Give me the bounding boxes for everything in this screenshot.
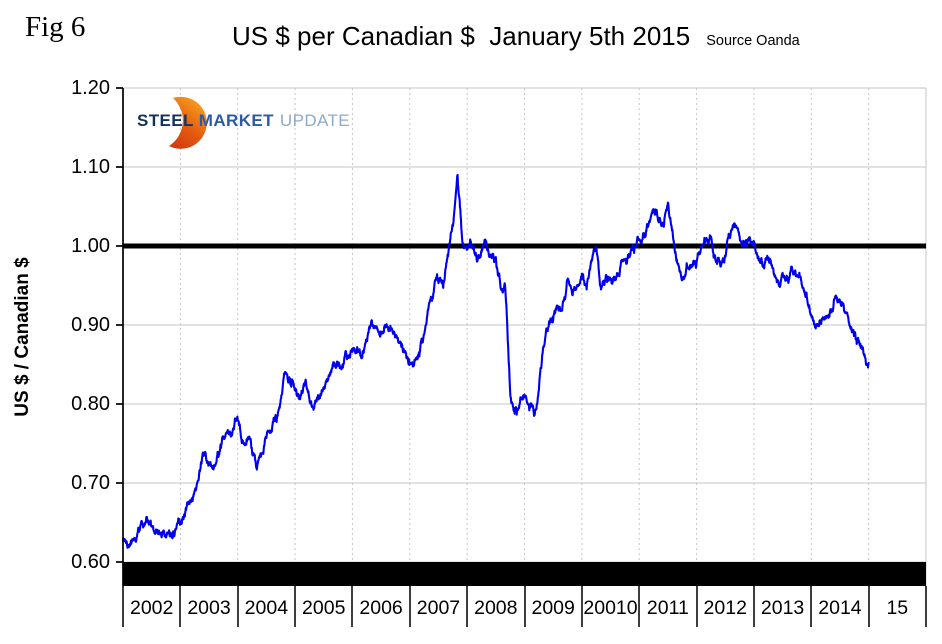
smu-logo-market: MARKET bbox=[198, 111, 274, 130]
x-tick-separator bbox=[122, 586, 124, 627]
figure-label: Fig 6 bbox=[25, 11, 86, 43]
x-tick-separator bbox=[810, 586, 813, 627]
x-tick-separator bbox=[752, 586, 755, 627]
x-tick-separator bbox=[523, 586, 526, 627]
smu-logo-text: STEEL MARKET UPDATE bbox=[137, 111, 350, 131]
x-tick-label: 2004 bbox=[244, 597, 289, 619]
x-tick-label: 2006 bbox=[359, 597, 403, 619]
x-tick-label: 2012 bbox=[703, 597, 747, 619]
bottom-bar bbox=[123, 562, 926, 586]
x-tick-label: 2007 bbox=[416, 597, 461, 619]
x-tick-separator bbox=[466, 586, 469, 627]
x-tick-separator bbox=[179, 586, 182, 627]
x-tick-label: 15 bbox=[886, 597, 909, 619]
parity-line bbox=[123, 243, 926, 249]
y-tick-label: 0.70 bbox=[71, 472, 110, 494]
price-line bbox=[121, 173, 870, 549]
x-tick-separator bbox=[867, 586, 870, 627]
y-tick-label: 1.00 bbox=[71, 235, 110, 257]
y-tick-label: 0.60 bbox=[71, 551, 110, 573]
smu-logo-steel: STEEL bbox=[137, 111, 194, 130]
x-tick-label: 2014 bbox=[818, 597, 862, 619]
y-tick-label: 1.10 bbox=[71, 156, 110, 178]
crescent-shape bbox=[169, 96, 207, 149]
x-tick-label: 20010 bbox=[583, 597, 638, 619]
smu-logo-update: UPDATE bbox=[279, 111, 351, 130]
y-tick-label: 1.20 bbox=[71, 77, 110, 99]
x-tick-label: 2009 bbox=[531, 597, 575, 619]
x-tick-separator bbox=[408, 586, 411, 627]
x-tick-label: 2002 bbox=[129, 597, 174, 619]
plot-area bbox=[116, 87, 927, 586]
chart-title-row: US $ per Canadian $ January 5th 2015 Sou… bbox=[232, 21, 800, 52]
x-tick-label: 2003 bbox=[187, 597, 231, 619]
x-tick-separator bbox=[695, 586, 698, 627]
x-tick-label: 2005 bbox=[302, 597, 346, 619]
x-tick-separator bbox=[580, 586, 583, 627]
x-tick-label: 2008 bbox=[474, 597, 518, 619]
x-tick-separator bbox=[236, 586, 239, 627]
x-tick-label: 2013 bbox=[760, 597, 805, 619]
x-tick-separator bbox=[638, 586, 641, 627]
x-tick-separator bbox=[351, 586, 354, 627]
chart-title: US $ per Canadian $ January 5th 2015 bbox=[232, 21, 691, 51]
y-axis-title: US $ / Canadian $ bbox=[12, 257, 33, 417]
x-tick-separator bbox=[294, 586, 297, 627]
x-tick-label: 2011 bbox=[646, 597, 689, 619]
smu-logo: STEEL MARKET UPDATE bbox=[137, 94, 350, 152]
smu-logo-crescent-icon bbox=[169, 96, 207, 149]
x-tick-separator bbox=[925, 586, 927, 627]
chart-source: Source Oanda bbox=[706, 33, 800, 49]
y-tick-label: 0.80 bbox=[71, 393, 110, 415]
y-tick-label: 0.90 bbox=[71, 314, 110, 336]
